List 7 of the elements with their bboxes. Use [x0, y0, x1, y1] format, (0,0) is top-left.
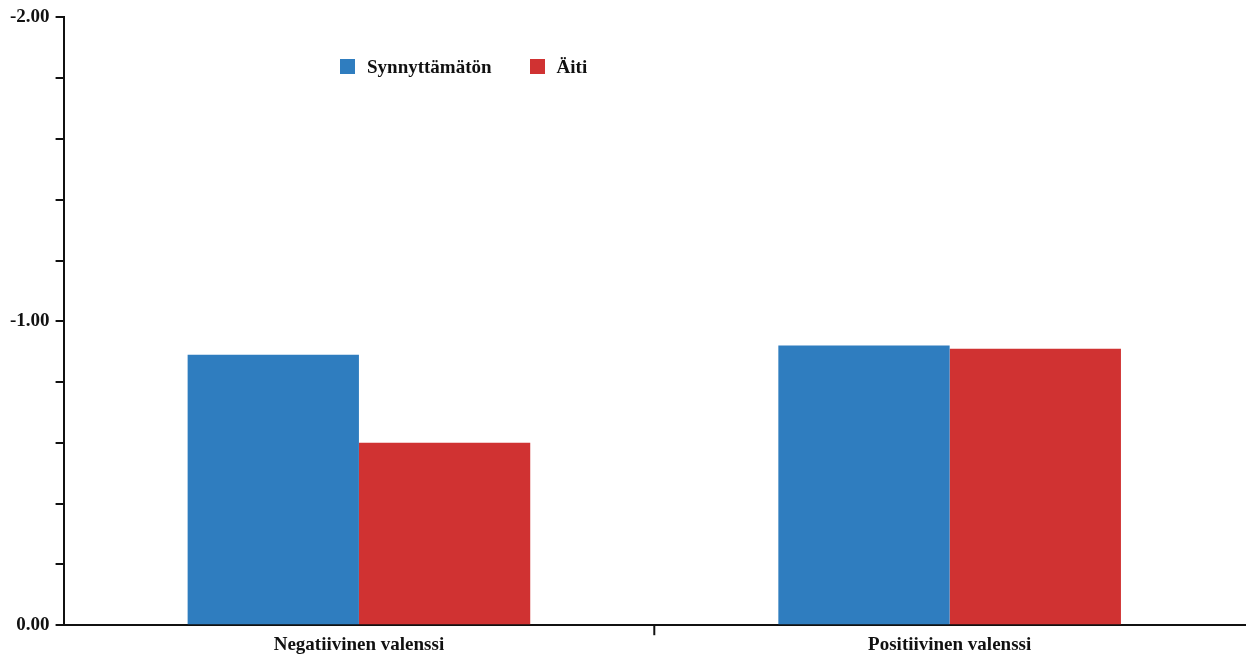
y-tick-label: -1.00	[10, 309, 50, 331]
x-tick-label: Positiivinen valenssi	[868, 632, 1032, 654]
legend-label: Äiti	[555, 56, 588, 78]
y-tick-label: 0.00	[16, 613, 50, 635]
legend-label: Synnyttämätön	[366, 56, 492, 78]
y-tick-label: -2.00	[10, 5, 50, 27]
x-tick-label: Negatiivinen valenssi	[273, 632, 445, 654]
